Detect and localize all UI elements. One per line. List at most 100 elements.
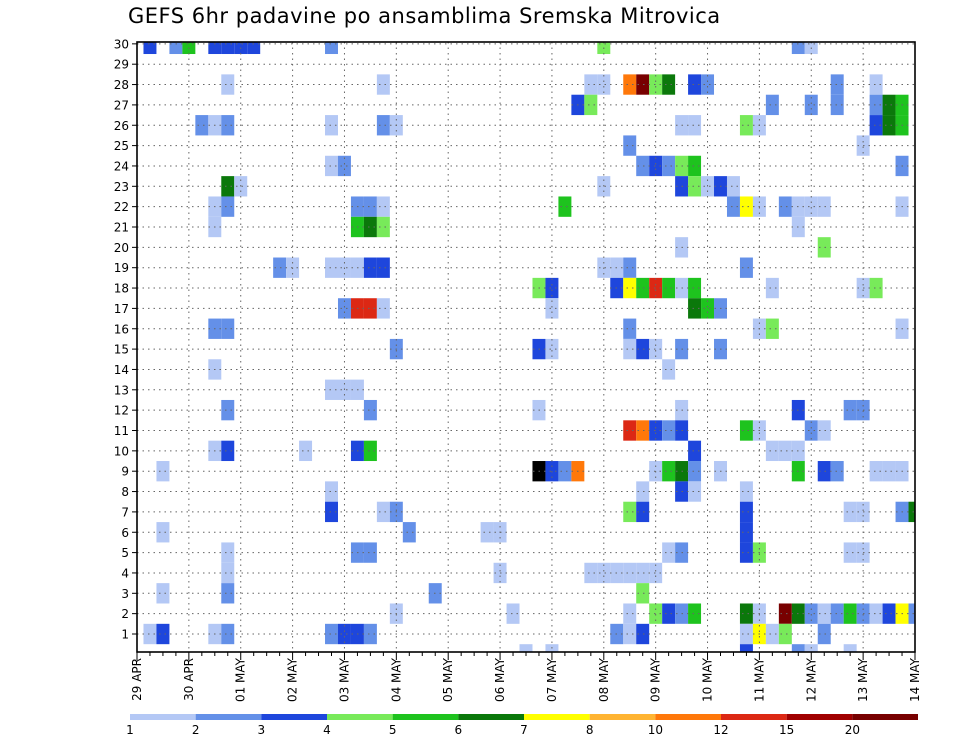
y-tick-label: 9 xyxy=(121,465,129,479)
heatmap-cell xyxy=(623,257,637,278)
heatmap-cell xyxy=(221,196,235,217)
colorbar-label: 4 xyxy=(323,723,331,737)
heatmap-cell xyxy=(376,501,390,523)
heatmap-cell xyxy=(169,42,183,55)
x-tick-label: 07 MAY xyxy=(545,657,559,702)
heatmap-cell xyxy=(649,277,663,299)
x-tick-label: 02 MAY xyxy=(286,657,300,702)
heatmap-cell xyxy=(636,562,650,584)
colorbar-swatch xyxy=(524,714,590,720)
heatmap-cell xyxy=(830,461,844,482)
heatmap-cell xyxy=(662,74,676,95)
heatmap-cell xyxy=(817,623,831,645)
heatmap-cell xyxy=(649,420,663,441)
y-tick-label: 8 xyxy=(121,485,129,499)
heatmap-cell xyxy=(208,42,222,55)
heatmap-cell xyxy=(765,277,779,299)
y-tick-label: 12 xyxy=(114,404,129,418)
heatmap-cell xyxy=(688,298,702,319)
heatmap-cell xyxy=(636,338,650,360)
heatmap-cell xyxy=(662,542,676,563)
y-tick-label: 22 xyxy=(114,200,129,214)
heatmap-cell xyxy=(376,216,390,238)
heatmap-cell xyxy=(325,257,338,278)
heatmap-cell xyxy=(363,196,377,217)
heatmap-cell xyxy=(662,461,676,482)
heatmap-cell xyxy=(649,338,663,360)
x-tick-label: 05 MAY xyxy=(441,657,455,702)
heatmap-cell xyxy=(882,94,896,116)
y-tick-label: 25 xyxy=(114,139,129,153)
colorbar-label: 3 xyxy=(258,723,266,737)
heatmap-cell xyxy=(363,399,377,421)
heatmap-cell xyxy=(221,115,235,136)
heatmap-cell xyxy=(739,644,753,652)
heatmap-cell xyxy=(376,115,390,136)
heatmap-cell xyxy=(778,623,792,645)
y-tick-label: 24 xyxy=(114,159,129,173)
x-tick-label: 10 MAY xyxy=(701,657,715,702)
heatmap-cell xyxy=(843,603,857,624)
y-tick-label: 1 xyxy=(121,628,129,642)
heatmap-cell xyxy=(519,644,533,652)
heatmap-cell xyxy=(221,623,235,645)
heatmap-cell xyxy=(778,603,792,624)
heatmap-cell xyxy=(584,74,598,95)
y-tick-label: 13 xyxy=(114,383,129,397)
x-tick-label: 08 MAY xyxy=(597,657,611,702)
x-axis: 29 APR 30 APR 01 MAY 02 MAY 03 MAY 04 MAY 05 M… xyxy=(130,652,922,702)
colorbar-swatch xyxy=(786,714,853,720)
heatmap-cell xyxy=(545,298,559,319)
heatmap-cell xyxy=(688,176,702,197)
y-tick-label: 17 xyxy=(114,302,129,316)
heatmap-cell xyxy=(765,440,779,462)
heatmap-cell xyxy=(221,399,235,421)
heatmap-cell xyxy=(739,196,753,217)
colorbar-swatch xyxy=(261,714,327,720)
heatmap-cell xyxy=(701,298,715,319)
heatmap-cell xyxy=(843,399,857,421)
heatmap-cell xyxy=(882,603,896,624)
heatmap-cell xyxy=(623,277,637,299)
heatmap-cell xyxy=(636,277,650,299)
heatmap-cell xyxy=(739,257,753,278)
heatmap-cell xyxy=(247,42,261,55)
heatmap-cell xyxy=(739,501,753,523)
heatmap-cell xyxy=(688,277,702,299)
heatmap-cell xyxy=(830,603,844,624)
heatmap-cell xyxy=(337,298,351,319)
heatmap-cell xyxy=(778,440,792,462)
heatmap-cell xyxy=(363,623,377,645)
x-tick-label: 29 APR xyxy=(130,658,144,701)
colorbar-swatch xyxy=(195,714,262,720)
heatmap-cell xyxy=(765,94,779,116)
heatmap-cell xyxy=(337,623,351,645)
heatmap-cell xyxy=(843,542,857,563)
colorbar-label: 20 xyxy=(845,723,860,737)
heatmap-cell xyxy=(623,318,637,339)
heatmap-cell xyxy=(584,562,598,584)
y-tick-label: 11 xyxy=(114,424,129,438)
heatmap-cell xyxy=(623,74,637,95)
heatmap-cell xyxy=(376,298,390,319)
x-tick-label: 06 MAY xyxy=(493,657,507,702)
heatmap-cell xyxy=(636,481,650,502)
heatmap-cell xyxy=(545,277,559,299)
heatmap-cell xyxy=(363,440,377,462)
x-tick-label: 04 MAY xyxy=(389,657,403,702)
heatmap-cells xyxy=(143,42,915,652)
heatmap-cell xyxy=(221,542,235,563)
y-tick-label: 20 xyxy=(114,241,129,255)
y-tick-label: 18 xyxy=(114,282,129,296)
colorbar-label: 2 xyxy=(192,723,200,737)
heatmap-cell xyxy=(662,277,676,299)
plot-frame xyxy=(136,41,916,653)
heatmap-cell xyxy=(636,74,650,95)
heatmap-cell xyxy=(739,603,753,624)
heatmap-cell xyxy=(688,440,702,462)
heatmap-cell xyxy=(143,42,157,55)
heatmap-cell xyxy=(662,603,676,624)
heatmap-cell xyxy=(363,216,377,238)
heatmap-cell xyxy=(739,542,753,563)
x-tick-label: 14 MAY xyxy=(908,657,922,702)
